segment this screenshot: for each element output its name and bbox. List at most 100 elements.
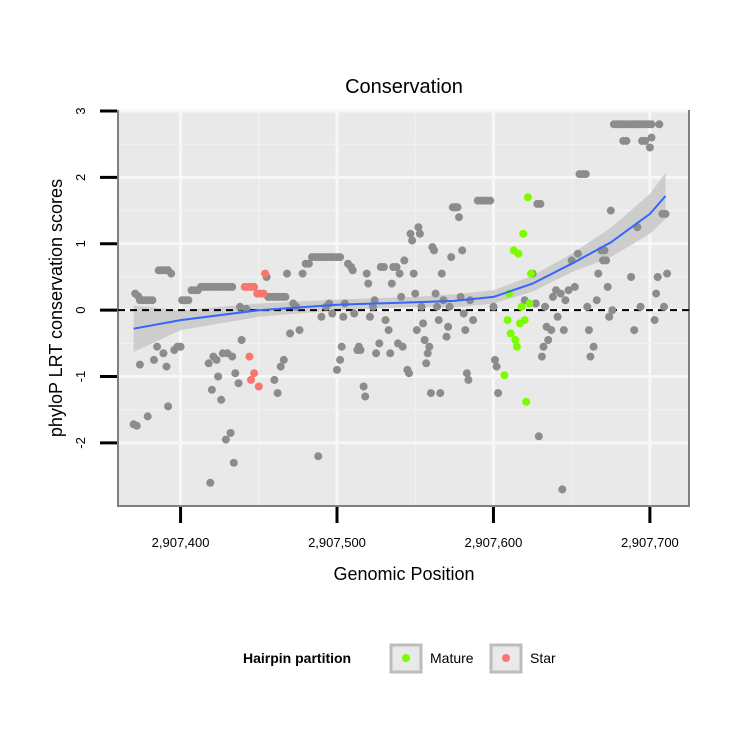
point-other <box>143 412 152 421</box>
point-other <box>314 452 323 461</box>
point-other <box>570 282 579 291</box>
legend-swatch-mature <box>402 654 410 662</box>
point-other <box>304 259 313 268</box>
point-mature <box>523 193 532 202</box>
point-other <box>204 359 213 368</box>
point-other <box>132 421 141 430</box>
point-mature <box>512 342 521 351</box>
point-other <box>433 302 442 311</box>
point-other <box>150 355 158 364</box>
point-other <box>581 170 590 179</box>
point-mature <box>500 371 509 380</box>
point-other <box>605 312 614 321</box>
point-other <box>489 302 498 311</box>
point-other <box>228 352 237 361</box>
x-tick-label: 2,907,400 <box>152 535 210 550</box>
point-other <box>381 316 390 325</box>
point-star <box>259 289 268 298</box>
confidence-band <box>133 172 666 352</box>
point-other <box>362 269 371 278</box>
point-other <box>447 253 456 262</box>
point-other <box>276 362 285 371</box>
point-other <box>491 355 499 364</box>
point-other <box>234 379 243 388</box>
point-other <box>661 209 670 218</box>
point-other <box>573 249 582 258</box>
point-other <box>411 289 420 298</box>
point-other <box>553 312 562 321</box>
point-other <box>339 312 348 321</box>
point-star <box>261 269 270 278</box>
point-other <box>650 316 659 325</box>
data-points <box>129 120 672 494</box>
point-other <box>237 336 246 344</box>
point-mature <box>514 249 523 258</box>
point-other <box>606 206 615 215</box>
point-other <box>135 360 144 369</box>
point-other <box>436 389 445 398</box>
point-other <box>286 329 295 338</box>
point-other <box>356 346 365 354</box>
point-other <box>409 269 418 278</box>
point-other <box>425 342 434 351</box>
point-other <box>214 372 223 381</box>
point-other <box>547 326 556 335</box>
y-tick-label: 1 <box>73 240 88 247</box>
point-other <box>602 256 611 265</box>
legend-swatch-star <box>502 654 510 662</box>
point-other <box>660 302 668 311</box>
point-other <box>583 302 592 311</box>
point-other <box>392 263 401 271</box>
axes: 2,907,400 2,907,500 2,907,600 2,907,700 -2 -1… <box>73 107 679 550</box>
point-other <box>636 302 645 311</box>
point-other <box>419 319 428 328</box>
point-mature <box>503 316 512 325</box>
point-other <box>379 263 388 271</box>
point-other <box>395 269 404 278</box>
point-other <box>231 369 240 378</box>
point-other <box>641 136 650 145</box>
point-other <box>539 342 548 351</box>
point-other <box>548 292 557 301</box>
chart-title: Conservation <box>345 76 463 98</box>
point-other <box>445 302 454 311</box>
point-other <box>365 312 374 321</box>
point-other <box>207 385 216 394</box>
confidence-band-area <box>133 172 666 352</box>
point-other <box>337 342 346 351</box>
point-mature <box>527 269 535 278</box>
point-other <box>406 229 415 238</box>
point-other <box>270 375 279 384</box>
y-tick-label: -1 <box>73 371 88 383</box>
point-other <box>453 203 462 212</box>
point-other <box>317 312 326 321</box>
point-other <box>556 289 565 298</box>
point-other <box>400 256 409 265</box>
y-tick-label: 2 <box>73 174 88 181</box>
point-star <box>245 352 254 361</box>
smooth-trend-line <box>133 195 667 330</box>
x-tick-label: 2,907,500 <box>308 535 366 550</box>
point-other <box>455 213 463 222</box>
point-other <box>162 362 171 371</box>
point-other <box>221 435 230 444</box>
point-mature <box>520 316 529 325</box>
point-other <box>420 336 429 344</box>
x-tick-label: 2,907,600 <box>465 535 523 550</box>
point-mature <box>511 336 520 344</box>
point-other <box>364 279 373 288</box>
point-other <box>655 120 664 129</box>
point-other <box>647 133 656 142</box>
point-other <box>608 306 617 315</box>
point-other <box>153 342 162 351</box>
point-other <box>217 395 226 404</box>
point-other <box>586 352 595 361</box>
point-other <box>494 389 503 398</box>
point-other <box>375 339 384 348</box>
point-other <box>537 352 546 361</box>
point-other <box>167 269 176 278</box>
point-other <box>630 326 639 335</box>
point-other <box>647 120 656 129</box>
point-other <box>653 273 662 281</box>
